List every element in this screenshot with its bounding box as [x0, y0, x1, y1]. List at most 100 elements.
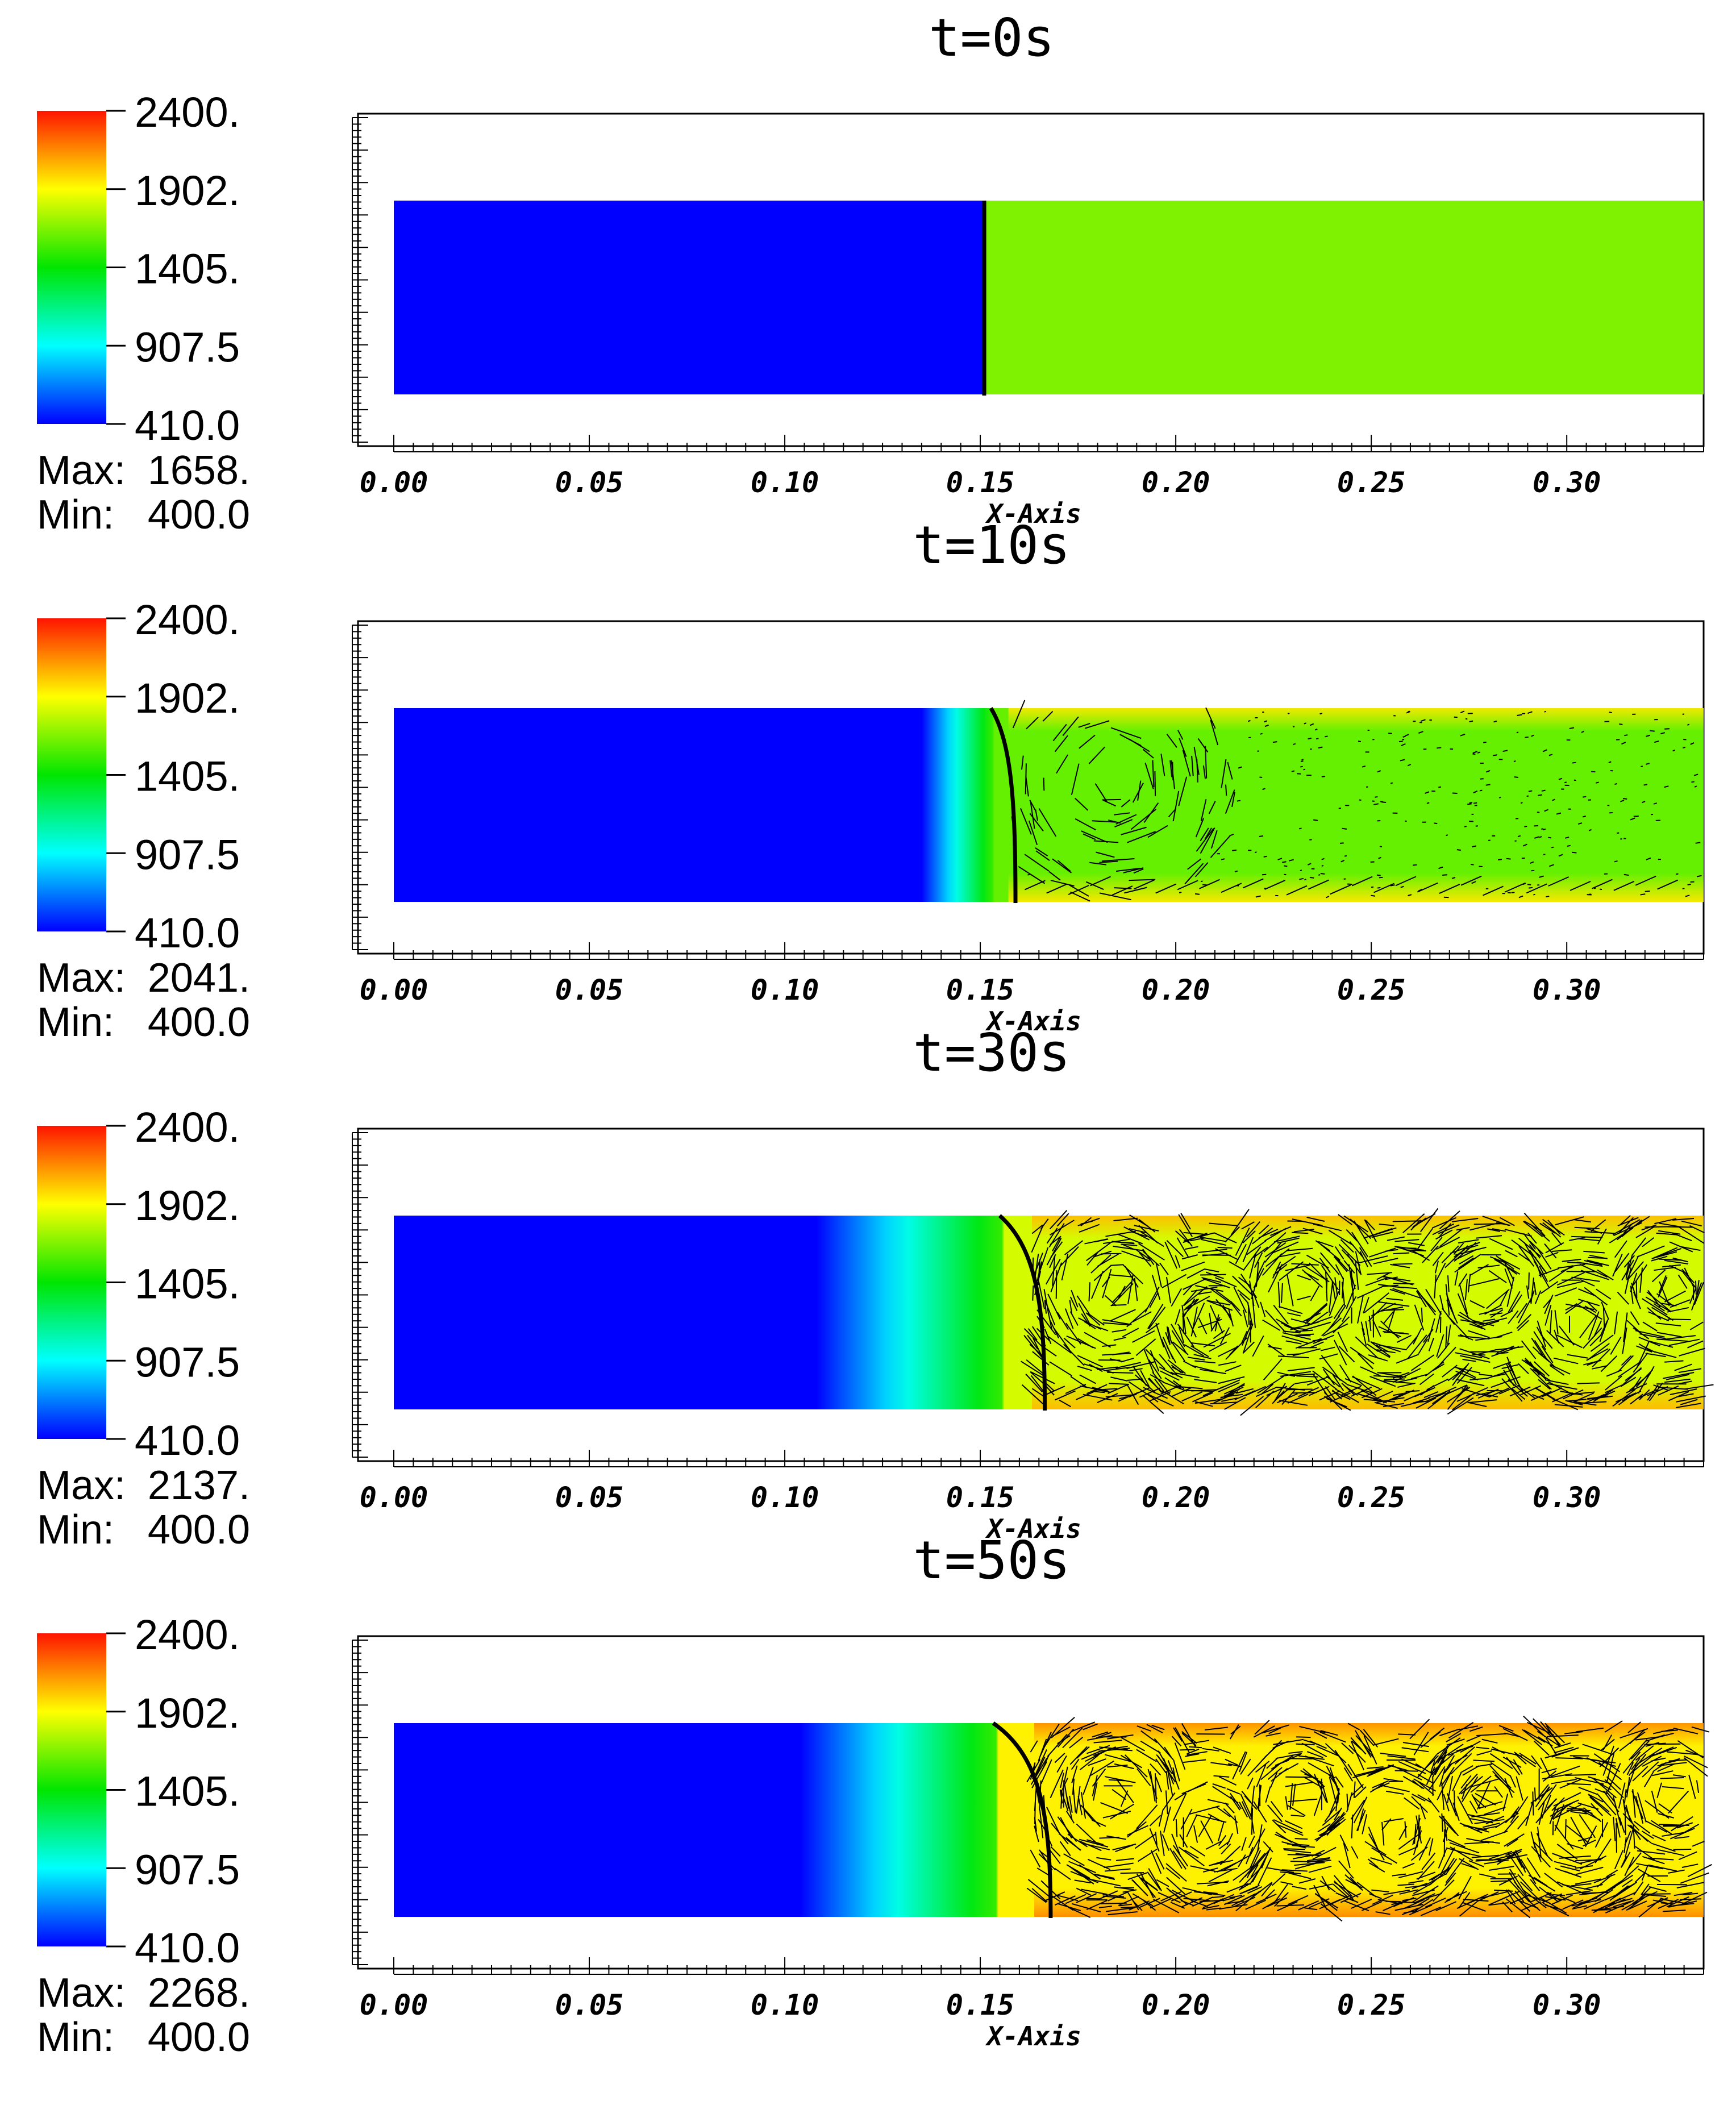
velocity-vector — [1404, 1821, 1407, 1838]
velocity-vector — [1518, 1363, 1529, 1374]
velocity-vector — [1394, 1903, 1423, 1911]
velocity-vector — [1178, 776, 1188, 806]
velocity-vector — [1235, 1227, 1250, 1256]
velocity-vector — [1404, 1797, 1420, 1810]
velocity-vector — [1032, 1351, 1050, 1366]
velocity-vector — [1681, 1863, 1698, 1868]
x-tick-label: 0.20 — [1142, 1481, 1210, 1514]
velocity-vector — [1687, 723, 1690, 726]
velocity-vector — [1410, 1354, 1435, 1371]
velocity-vector — [1266, 1897, 1288, 1908]
velocity-vector — [1111, 885, 1133, 896]
velocity-vector — [1147, 1378, 1164, 1394]
velocity-vector — [1346, 1383, 1373, 1394]
velocity-vector — [1038, 1853, 1056, 1871]
velocity-vector — [1104, 1776, 1136, 1783]
velocity-vector — [1377, 770, 1381, 773]
velocity-vector — [1175, 1819, 1178, 1837]
velocity-vector — [1488, 1387, 1510, 1398]
velocity-vector — [1513, 760, 1516, 763]
velocity-vector — [1163, 1792, 1176, 1811]
velocity-vector — [1246, 1850, 1262, 1878]
velocity-vector — [1177, 1324, 1194, 1347]
velocity-vector — [1475, 1792, 1496, 1806]
velocity-vector — [1309, 723, 1314, 726]
velocity-vector — [1213, 1330, 1225, 1339]
velocity-vector — [1213, 1232, 1237, 1243]
velocity-vector — [1077, 1366, 1092, 1371]
velocity-vector — [1497, 859, 1502, 860]
velocity-vector — [1060, 1817, 1072, 1839]
velocity-vector — [1136, 1804, 1158, 1829]
velocity-vector — [1072, 1787, 1076, 1813]
velocity-vector — [1451, 1218, 1479, 1222]
velocity-vector — [1248, 1849, 1270, 1874]
velocity-vector — [1587, 1259, 1609, 1266]
velocity-vector — [1069, 1296, 1078, 1311]
velocity-vector — [1334, 1880, 1354, 1900]
velocity-vector — [1149, 1815, 1162, 1827]
velocity-vector — [1170, 1371, 1183, 1379]
velocity-vector — [1480, 1831, 1508, 1841]
velocity-vector — [1454, 1271, 1459, 1286]
velocity-vector — [1318, 746, 1323, 749]
velocity-vector — [1304, 1271, 1319, 1281]
velocity-vector — [1404, 1899, 1425, 1910]
velocity-vector — [1383, 1393, 1404, 1404]
velocity-vector — [1140, 1730, 1158, 1744]
velocity-vector — [1659, 1258, 1683, 1261]
velocity-vector — [1383, 1403, 1405, 1407]
velocity-vector — [1192, 1303, 1205, 1329]
velocity-vector — [1617, 1355, 1634, 1372]
velocity-vector — [1477, 751, 1480, 754]
velocity-vector — [1573, 779, 1576, 781]
velocity-vector — [1606, 1776, 1621, 1790]
velocity-vector — [1159, 1366, 1174, 1375]
x-tick-label: 0.05 — [555, 974, 623, 1006]
velocity-vector — [1623, 1312, 1628, 1342]
velocity-vector — [1230, 1725, 1241, 1735]
velocity-vector — [1294, 1861, 1323, 1870]
velocity-vector — [1035, 847, 1048, 856]
velocity-vector — [1565, 1300, 1583, 1314]
velocity-vector — [1189, 1845, 1206, 1857]
velocity-vector — [1200, 827, 1215, 854]
velocity-vector — [1351, 1741, 1363, 1751]
velocity-vector — [1194, 893, 1200, 895]
velocity-vector — [1516, 1303, 1527, 1318]
velocity-vector — [1043, 1380, 1055, 1392]
velocity-vector — [1657, 879, 1679, 890]
velocity-vector — [1406, 1335, 1418, 1350]
velocity-vector — [1378, 856, 1381, 859]
velocity-vector — [1537, 1730, 1559, 1746]
velocity-vector — [1263, 1232, 1287, 1253]
velocity-vector — [1205, 1271, 1224, 1279]
velocity-vector — [1173, 1727, 1183, 1742]
velocity-vector — [1301, 1742, 1327, 1757]
velocity-vector — [1682, 1892, 1698, 1896]
velocity-vector — [1471, 864, 1474, 866]
velocity-vector — [1107, 1371, 1134, 1374]
velocity-vector — [1322, 1783, 1329, 1803]
velocity-vector — [1221, 1843, 1231, 1855]
velocity-vector — [1201, 1905, 1219, 1910]
velocity-vector — [1633, 1264, 1648, 1286]
x-axis-label: X-Axis — [985, 498, 1081, 529]
velocity-vector — [1455, 1352, 1483, 1359]
velocity-vector — [1099, 860, 1118, 863]
velocity-vector — [1368, 1316, 1372, 1332]
velocity-vector — [1247, 1777, 1254, 1790]
velocity-vector — [1072, 1778, 1075, 1795]
velocity-vector — [1542, 828, 1546, 831]
velocity-vector — [1092, 1775, 1098, 1796]
velocity-vector — [1542, 1773, 1573, 1780]
velocity-vector — [1340, 860, 1345, 863]
velocity-vector — [1468, 1330, 1490, 1338]
velocity-vector — [1200, 1820, 1214, 1844]
velocity-vector — [1472, 1320, 1494, 1326]
velocity-vector — [1160, 1891, 1182, 1902]
velocity-vector — [1277, 858, 1283, 860]
velocity-vector — [1447, 1324, 1451, 1345]
velocity-vector — [1162, 1834, 1170, 1851]
velocity-vector — [1244, 1853, 1266, 1878]
